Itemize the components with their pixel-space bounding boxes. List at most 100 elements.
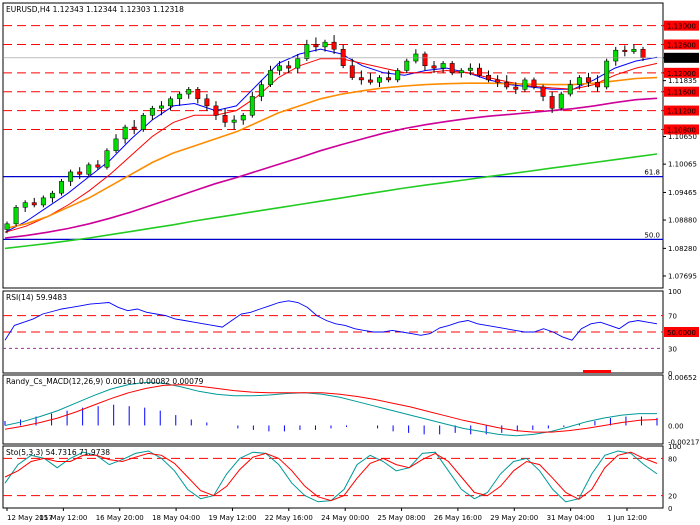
candle-body (277, 65, 283, 71)
candle-body (440, 63, 446, 69)
candle-body (122, 126, 128, 140)
candle-body (640, 48, 646, 58)
time-axis-label: 29 May 20:00 (490, 514, 538, 522)
candle-body (213, 105, 219, 116)
candle-body (513, 86, 519, 90)
candle-body (304, 44, 310, 59)
macd-frame (2, 374, 664, 445)
current-price-label: 1.12318 (667, 55, 696, 63)
candle-body (358, 77, 364, 81)
rsi-level-tag-label: 50.0000 (667, 329, 696, 337)
candle-body (531, 79, 537, 88)
rsi-axis-label: 100 (668, 288, 681, 296)
candle-body (522, 79, 528, 90)
candle-body (395, 70, 401, 81)
stochastic-axis-label: 20 (668, 493, 677, 501)
level-tag-label: 1.10800 (667, 126, 696, 134)
candle-body (495, 79, 501, 83)
rsi-axis-label: 70 (668, 313, 677, 321)
candle-body (68, 171, 74, 182)
rsi-panel: 50.0000 100 70 30 0 RSI(14) 59.9483 (2, 288, 699, 378)
candle-body (604, 60, 610, 88)
candle-body (177, 93, 183, 100)
candle-body (431, 65, 437, 69)
price-axis-label: 1.11835 (668, 77, 697, 85)
candle-body (13, 207, 19, 225)
time-axis-label: 16 May 20:00 (96, 514, 144, 522)
candle-body (4, 223, 10, 230)
price-axis-label: 1.09465 (668, 189, 697, 197)
candle-body (458, 70, 464, 74)
stochastic-axis-label: 80 (668, 455, 677, 463)
candle-body (622, 49, 628, 52)
stochastic-title: Sto(5,3,3) 54.7316 71.9738 (6, 448, 110, 457)
level-tag-label: 1.13000 (667, 23, 696, 31)
price-frame (2, 2, 664, 289)
candle-body (367, 79, 373, 83)
level-tag (664, 124, 699, 135)
time-axis-label: 26 May 16:00 (434, 514, 482, 522)
candle-body (113, 138, 119, 151)
candle-body (86, 164, 92, 175)
price-axis-label: 1.08280 (668, 245, 697, 253)
stochastic-axis-label: 0 (668, 505, 672, 513)
rsi-marker (583, 370, 611, 373)
candle-body (540, 86, 546, 97)
candle-body (558, 93, 564, 109)
moving-average-orange (4, 76, 658, 230)
candle-body (586, 77, 591, 83)
macd-axis-label: 0.00652 (668, 374, 697, 382)
stochastic-signal-line (4, 451, 658, 502)
candle-body (386, 77, 392, 81)
candle-body (59, 181, 64, 194)
time-axis-label: 31 May 04:00 (547, 514, 595, 522)
candle-body (340, 48, 346, 67)
candle-body (40, 197, 46, 206)
candle-body (286, 65, 292, 69)
candle-body (268, 70, 273, 85)
candle-body (331, 41, 337, 50)
candle-body (313, 44, 319, 48)
time-axis-label: 24 May 00:00 (321, 514, 369, 522)
moving-average-purple (4, 97, 658, 239)
candle-body (613, 49, 619, 62)
time-axis-label: 18 May 04:00 (152, 514, 200, 522)
candle-body (140, 115, 146, 130)
candle-body (104, 150, 110, 168)
candle-body (567, 84, 573, 95)
macd-title: Randy_Cs_MACD(12,26,9) 0.00161 0.00082 0… (6, 377, 204, 386)
candle-body (422, 53, 428, 67)
price-axis-label: 1.10065 (668, 161, 697, 169)
candle-body (576, 77, 582, 85)
rsi-title: RSI(14) 59.9483 (6, 293, 67, 302)
stochastic-panel: 100 80 20 0 Sto(5,3,3) 54.7316 71.9738 (2, 443, 681, 513)
candle-body (95, 164, 101, 168)
candle-body (404, 60, 410, 71)
candle-body (449, 63, 455, 74)
time-axis-label: 1 Jun 12:00 (607, 514, 647, 522)
level-tag (664, 20, 699, 31)
candle-body (49, 192, 55, 199)
candle-body (231, 119, 237, 123)
level-tag (664, 105, 699, 116)
level-tag-label: 1.12000 (667, 70, 696, 78)
price-axis-label: 1.08880 (668, 217, 697, 225)
time-axis-label: 19 May 12:00 (208, 514, 256, 522)
chart-title: EURUSD,H4 1.12343 1.12344 1.12303 1.1231… (6, 5, 184, 14)
price-axis-label: 1.07695 (668, 272, 697, 280)
rsi-axis-label: 30 (668, 345, 677, 353)
candle-body (504, 82, 510, 88)
current-price-tag (664, 52, 699, 63)
macd-axis-label: -0.00217 (668, 439, 699, 447)
level-tag (664, 67, 699, 78)
rsi-level-tag (664, 327, 699, 337)
level-tag-label: 1.11200 (667, 108, 696, 116)
candle-body (131, 126, 137, 130)
time-axis-label: 22 May 16:00 (265, 514, 313, 522)
stochastic-frame (2, 445, 664, 509)
candle-body (195, 89, 201, 100)
candle-body (149, 107, 155, 116)
